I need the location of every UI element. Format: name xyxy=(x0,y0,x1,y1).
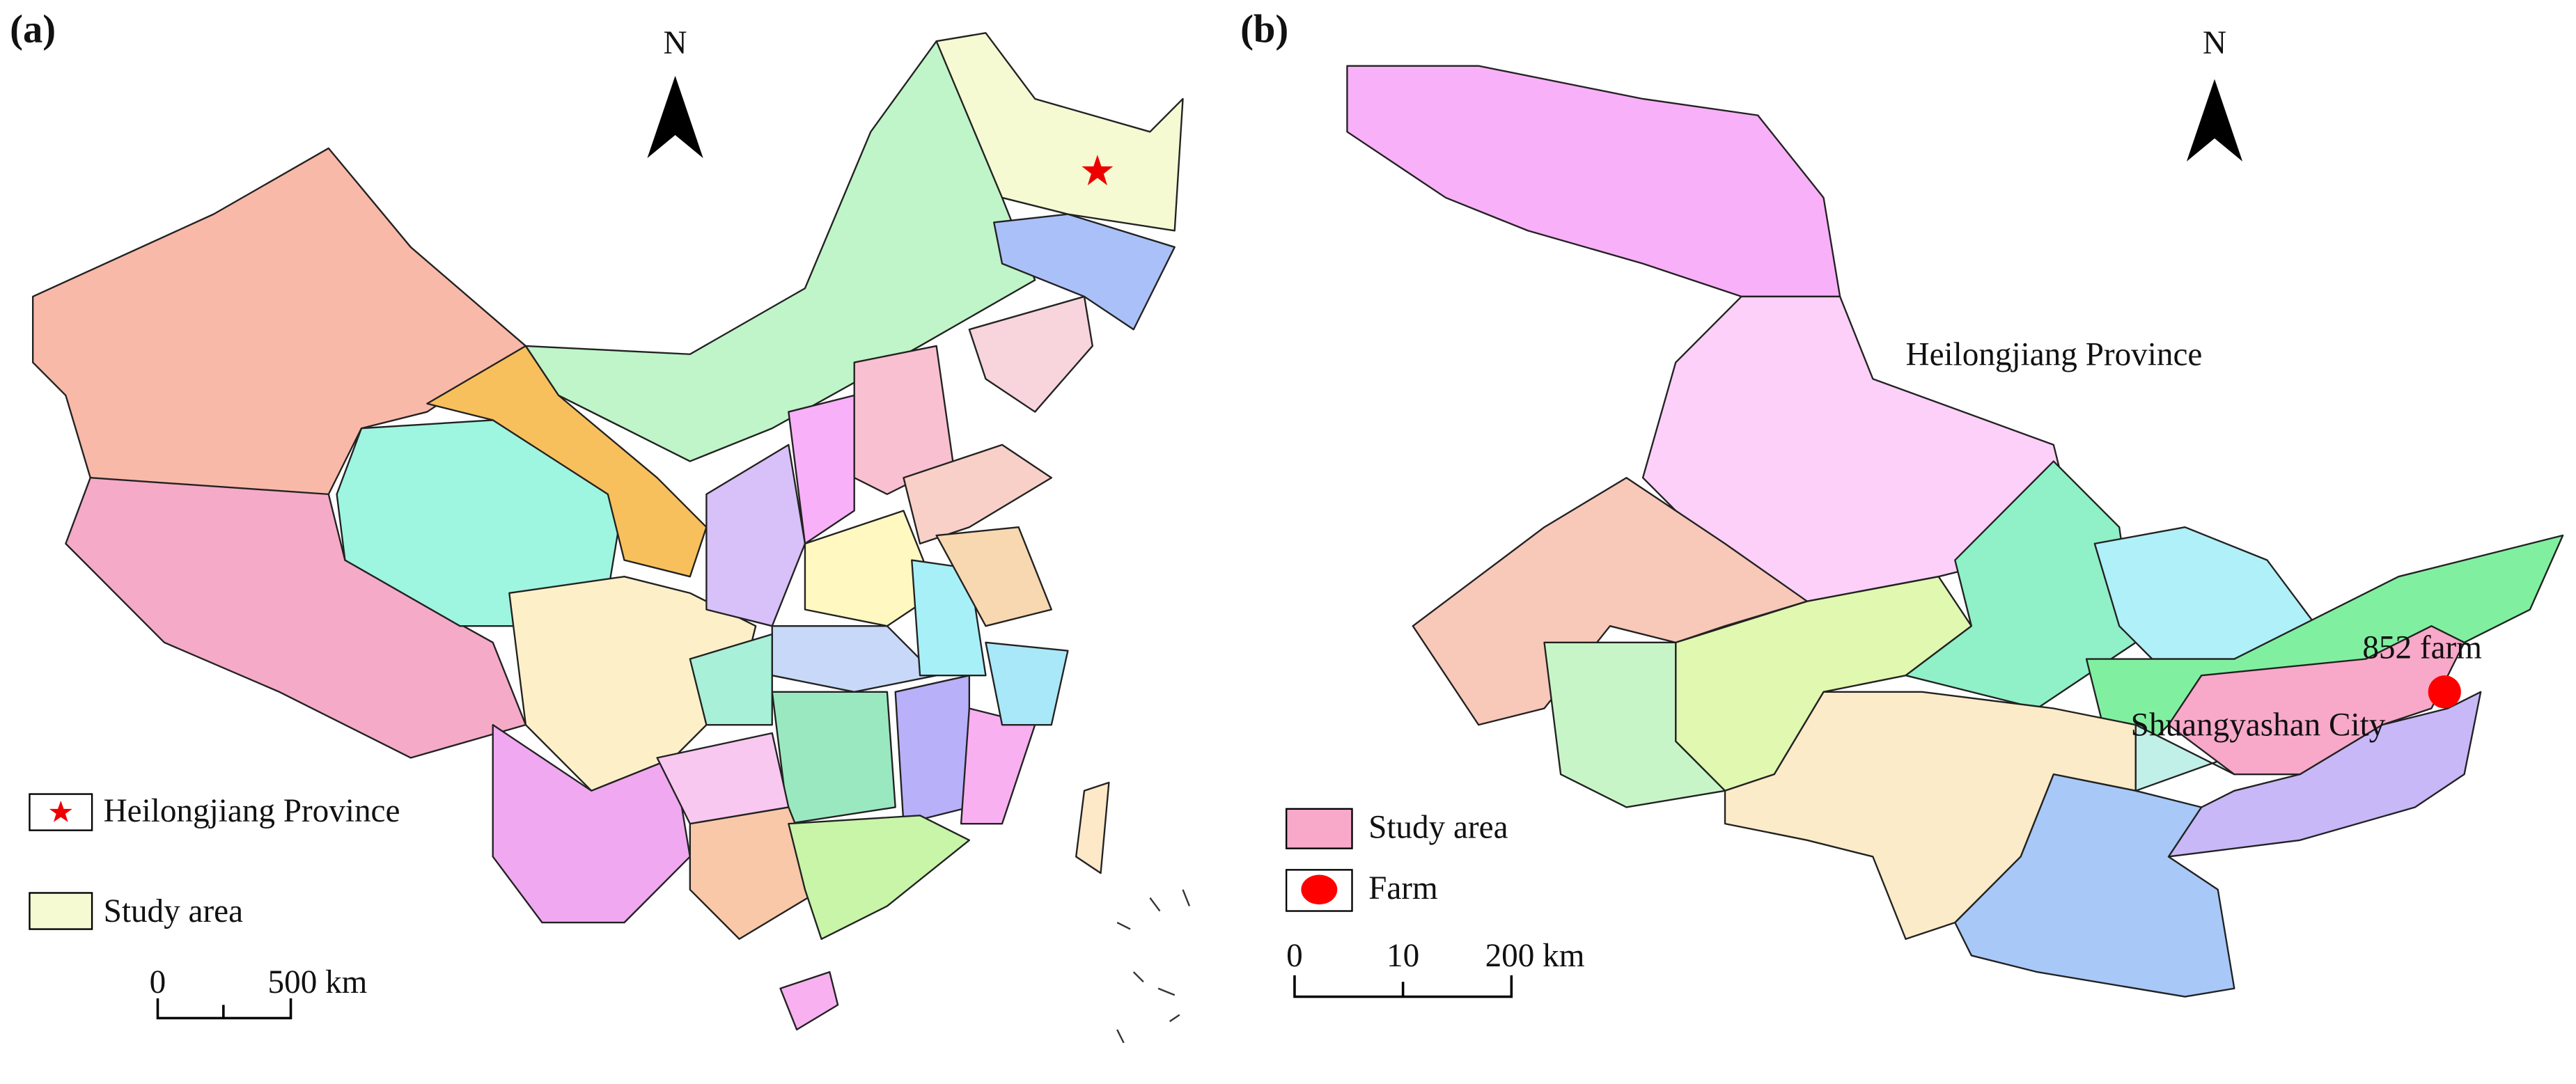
legend-star xyxy=(49,801,72,822)
panel-a: (a) N Heilongjiang Province Study area 0… xyxy=(10,7,1191,1044)
region xyxy=(993,213,1176,331)
legend-label: Heilongjiang Province xyxy=(104,793,400,829)
region xyxy=(65,477,527,759)
region xyxy=(968,295,1093,413)
scale-label: 0 xyxy=(1286,938,1303,974)
region xyxy=(771,625,937,693)
province-star xyxy=(1082,155,1114,186)
farm-marker xyxy=(2428,675,2461,709)
map-label: Shuangyashan City xyxy=(2131,707,2386,744)
region xyxy=(492,723,691,924)
legend-swatch xyxy=(1285,808,1353,849)
panel-b: (b) N Heilongjiang Province 852 farm Shu… xyxy=(1240,7,2564,998)
region xyxy=(1954,773,2235,998)
region xyxy=(524,40,1036,462)
region xyxy=(903,443,1052,545)
north-label: N xyxy=(664,25,687,61)
heilongjiang-map xyxy=(1346,65,2564,998)
north-arrow xyxy=(647,75,703,159)
china-map xyxy=(32,32,1191,1044)
panel-label: (a) xyxy=(10,7,56,51)
region xyxy=(1075,781,1110,874)
scale-bar xyxy=(156,998,292,1020)
panel-label: (b) xyxy=(1240,7,1288,51)
region xyxy=(689,633,773,726)
region xyxy=(804,510,937,627)
scale-label: 200 km xyxy=(1485,938,1585,974)
region xyxy=(779,971,839,1031)
region xyxy=(1346,65,1841,298)
legend-label: Study area xyxy=(104,893,243,929)
islands xyxy=(1116,889,1191,1044)
scale-label: 10 xyxy=(1387,938,1419,974)
study-area-region xyxy=(935,32,1184,232)
map-label: 852 farm xyxy=(2362,629,2482,666)
region xyxy=(771,691,896,825)
legend-swatch xyxy=(29,892,93,930)
region xyxy=(705,443,806,627)
scale-label: 0 xyxy=(150,964,166,1000)
north-arrow xyxy=(2186,79,2243,162)
region xyxy=(894,674,971,825)
region xyxy=(1905,460,2137,709)
region xyxy=(985,641,1069,726)
north-label: N xyxy=(2203,25,2226,61)
study-area-region xyxy=(2167,625,2465,776)
region xyxy=(788,394,855,545)
legend-farm-marker xyxy=(1301,874,1338,905)
region xyxy=(935,526,1052,627)
region xyxy=(656,732,790,825)
scale-bar xyxy=(1293,975,1513,998)
scale-label: 500 km xyxy=(268,964,368,1000)
map-label: Heilongjiang Province xyxy=(1906,336,2203,372)
region xyxy=(788,815,971,940)
legend-label: Study area xyxy=(1368,809,1508,845)
legend-label: Farm xyxy=(1368,870,1438,906)
